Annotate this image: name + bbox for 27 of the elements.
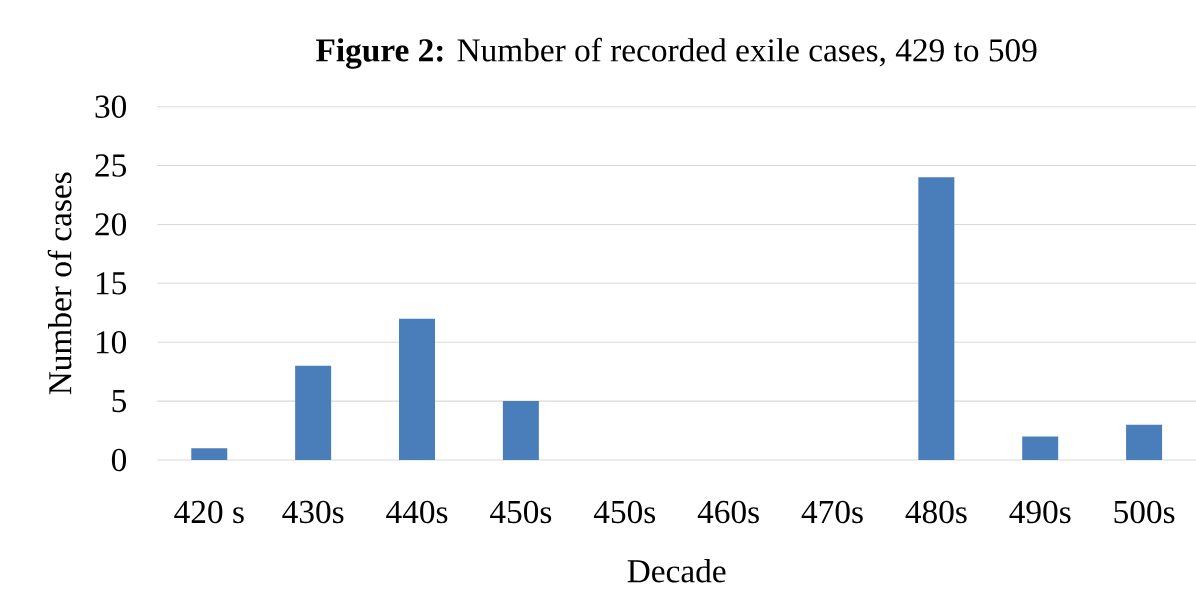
bar bbox=[1126, 424, 1163, 460]
x-tick-label: 450s bbox=[490, 500, 552, 524]
x-tick-label: 420 s bbox=[174, 500, 244, 524]
y-tick-label: 30 bbox=[95, 95, 127, 118]
x-tick-label: 430s bbox=[282, 500, 344, 524]
y-tick-label: 10 bbox=[96, 330, 127, 354]
x-tick-label: 500s bbox=[1114, 500, 1175, 524]
bar bbox=[399, 318, 436, 460]
x-tick-label: 480s bbox=[905, 500, 967, 524]
y-tick-label: 25 bbox=[95, 154, 126, 177]
x-tick-label: 470s bbox=[801, 500, 863, 524]
y-tick-label: 5 bbox=[112, 389, 126, 413]
x-tick-label: 450s bbox=[593, 500, 656, 524]
bar bbox=[295, 365, 332, 460]
bar bbox=[918, 177, 955, 460]
x-tick-label: 490s bbox=[1009, 500, 1071, 524]
bar bbox=[1022, 436, 1059, 460]
x-tick-label: 460s bbox=[697, 500, 759, 524]
chart-title: Figure 2: Number of recorded exile cases, 429 to 509 bbox=[316, 37, 1037, 69]
y-tick-label: 20 bbox=[95, 213, 127, 236]
x-tick-label: 440s bbox=[386, 500, 448, 524]
bar bbox=[502, 400, 539, 460]
y-axis-title: Number of cases bbox=[47, 172, 72, 395]
bar bbox=[191, 448, 228, 460]
y-tick-label: 0 bbox=[111, 448, 127, 472]
x-axis-title: Decade bbox=[627, 558, 726, 583]
y-tick-label: 15 bbox=[96, 272, 126, 295]
